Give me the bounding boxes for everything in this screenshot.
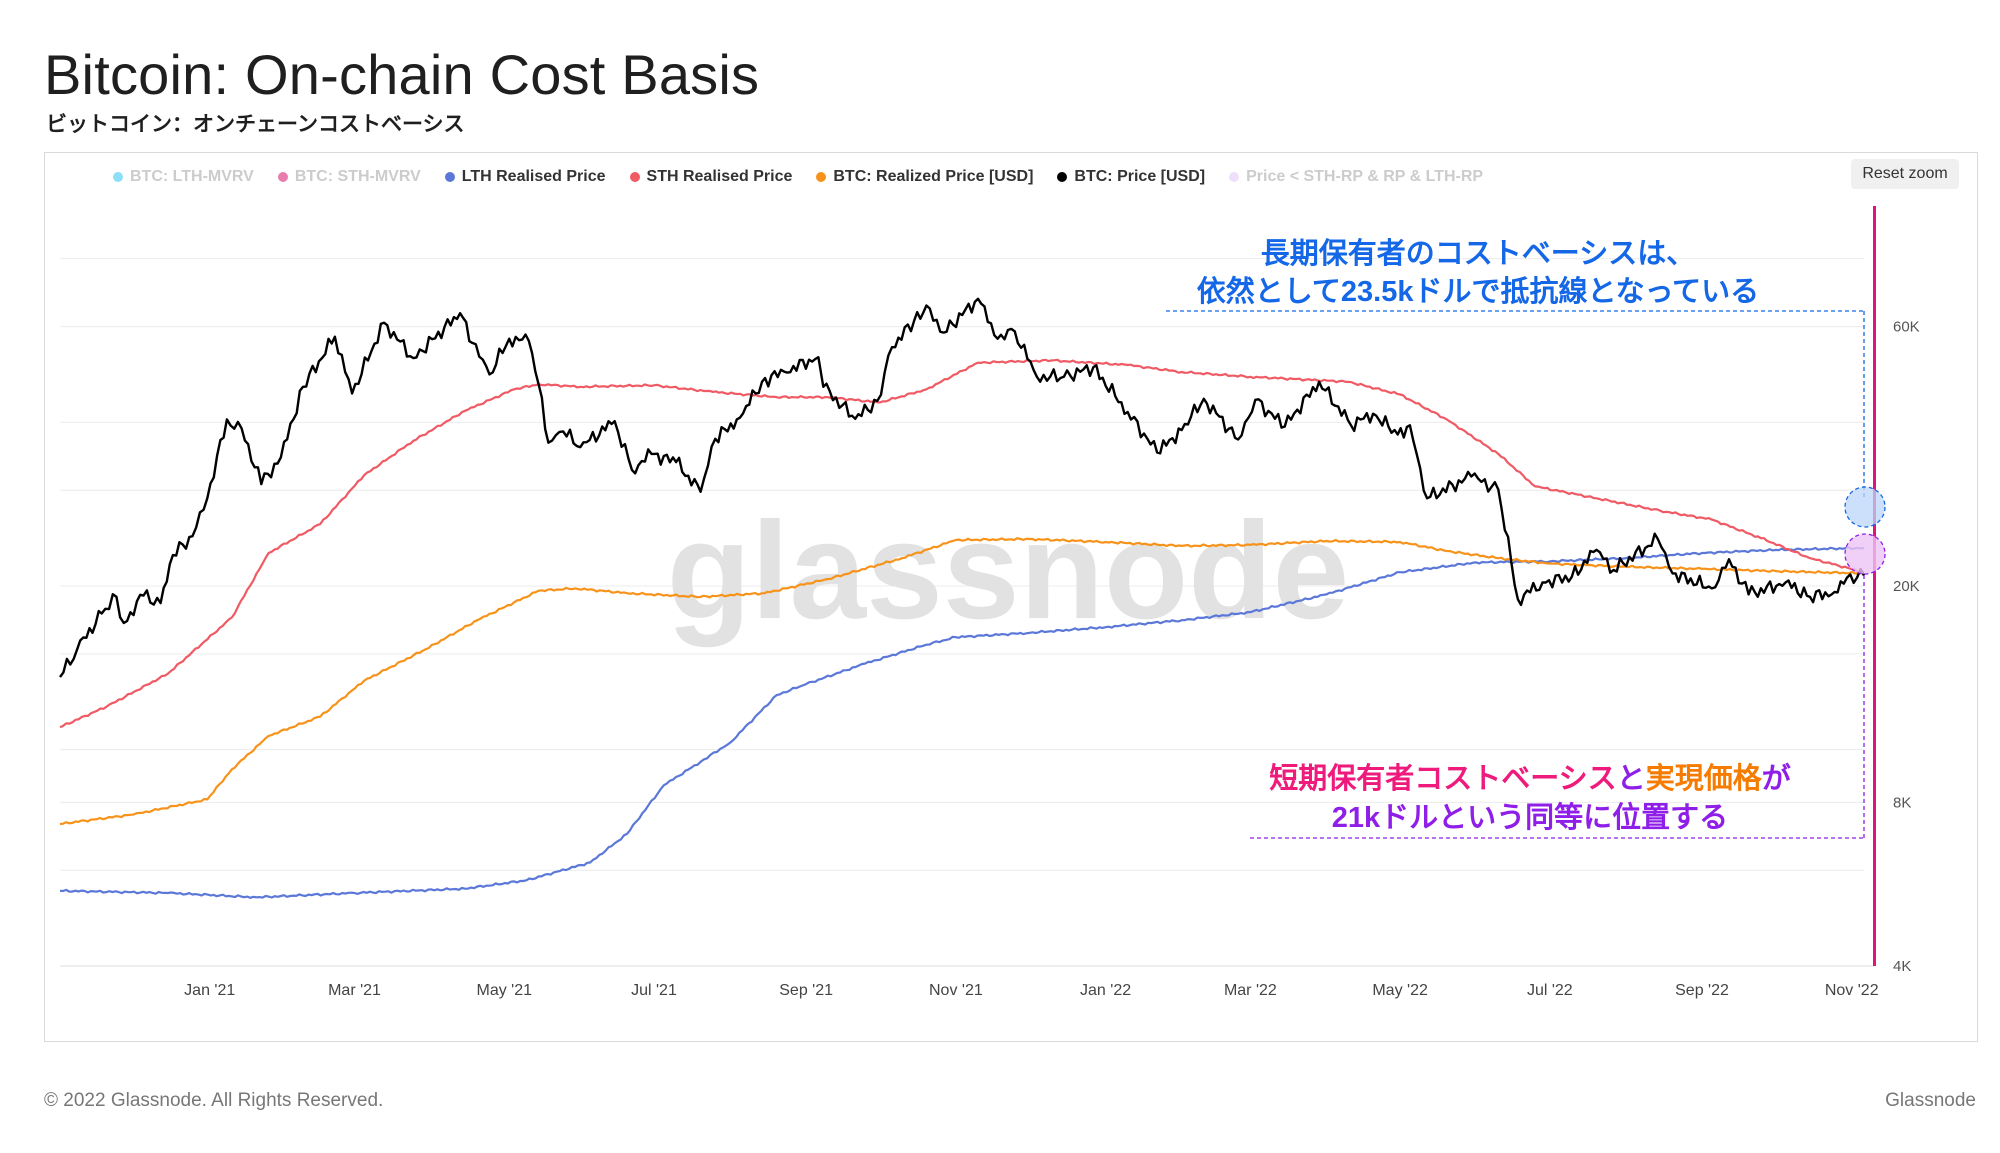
reset-zoom-button[interactable]: Reset zoom — [1851, 159, 1959, 189]
legend-item-lth-mvrv[interactable]: BTC: LTH-MVRV — [113, 168, 254, 186]
legend-label: BTC: Realized Price [USD] — [833, 168, 1034, 185]
legend-dot-icon — [444, 172, 455, 182]
footer-copyright: © 2022 Glassnode. All Rights Reserved. — [44, 1090, 384, 1111]
legend-dot-icon — [277, 172, 288, 182]
legend-dot-icon — [113, 172, 123, 182]
legend-item-realized-price[interactable]: BTC: Realized Price [USD] — [816, 168, 1033, 186]
legend-label: STH Realised Price — [646, 168, 793, 185]
legend-item-sth-realised-price[interactable]: STH Realised Price — [629, 168, 793, 186]
legend-dot-icon — [629, 172, 640, 182]
legend-dot-icon — [1057, 172, 1068, 182]
legend-item-sth-mvrv[interactable]: BTC: STH-MVRV — [277, 168, 421, 186]
legend-label: BTC: LTH-MVRV — [130, 168, 254, 185]
legend-label: BTC: Price [USD] — [1074, 168, 1206, 185]
legend-label: LTH Realised Price — [461, 168, 606, 185]
legend-item-price-below-all[interactable]: Price < STH-RP & RP & LTH-RP — [1229, 168, 1483, 186]
chart-title: Bitcoin: On-chain Cost Basis — [44, 43, 760, 106]
legend: BTC: LTH-MVRV BTC: STH-MVRV LTH Realised… — [113, 168, 1507, 186]
chart-subtitle: ビットコイン：オンチェーンコストベーシス — [46, 113, 465, 136]
chart-panel — [44, 152, 1978, 1042]
legend-label: BTC: STH-MVRV — [294, 168, 421, 185]
legend-label: Price < STH-RP & RP & LTH-RP — [1246, 168, 1484, 185]
legend-dot-icon — [1229, 172, 1240, 182]
footer-brand: Glassnode — [1885, 1090, 1976, 1111]
legend-item-btc-price[interactable]: BTC: Price [USD] — [1057, 168, 1205, 186]
legend-item-lth-realised-price[interactable]: LTH Realised Price — [444, 168, 606, 186]
legend-dot-icon — [816, 172, 827, 182]
